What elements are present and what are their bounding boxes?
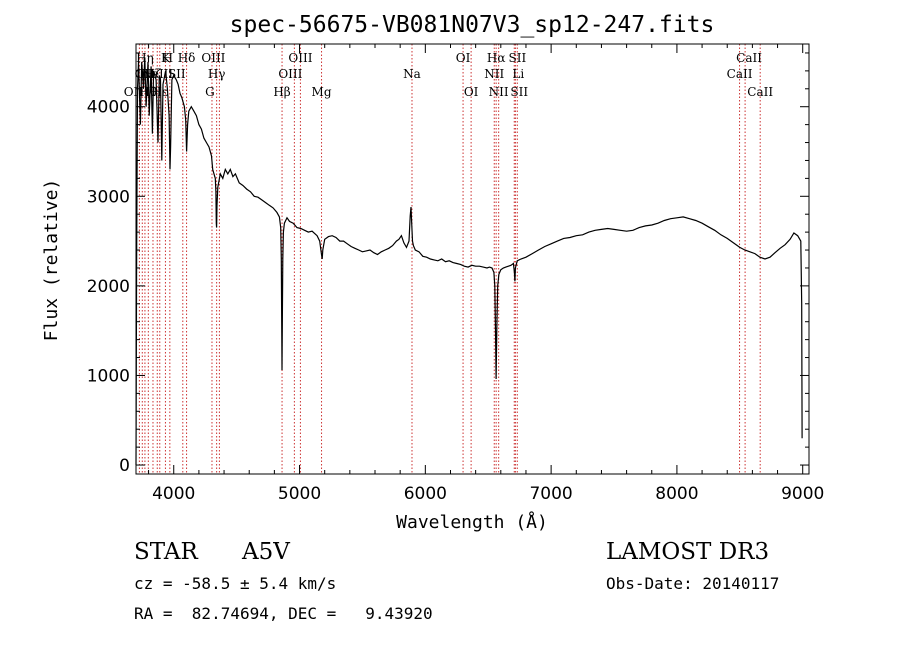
- spectral-line-label: Na: [403, 67, 421, 81]
- redshift-value: cz = -58.5 ± 5.4 km/s: [134, 574, 337, 593]
- spectral-line-label: OIII: [201, 51, 225, 65]
- y-tick-label: 4000: [87, 98, 130, 118]
- spectral-line-label: Hβ: [273, 85, 290, 99]
- spectral-line-label: SII: [510, 85, 528, 99]
- spectral-line-label: OI: [456, 51, 471, 65]
- spectral-line-label: OIII: [288, 51, 312, 65]
- y-tick-label: 3000: [87, 187, 130, 207]
- axis-ticks: 4000 5000 6000 7000 8000 9000 0 1000 2000 3000 400…: [87, 44, 824, 504]
- y-tick-label: 0: [119, 456, 130, 476]
- x-tick-label: 8000: [655, 484, 698, 504]
- sky-coordinates: RA = 82.74694, DEC = 9.43920: [134, 604, 433, 623]
- spectral-line-label: SII: [168, 67, 186, 81]
- spectral-line-label: NeIII: [141, 67, 173, 81]
- spectral-line-label: H: [163, 51, 173, 65]
- spectral-line-label: Hδ: [178, 51, 196, 65]
- x-tick-label: 6000: [404, 484, 447, 504]
- spectral-line-label: Li: [512, 67, 524, 81]
- spectral-line-label: Mg: [312, 85, 332, 99]
- spectral-line-label: Hε: [151, 85, 168, 99]
- spectral-line-label: K: [161, 51, 171, 65]
- spectral-line-label: Hα: [487, 51, 506, 65]
- spectral-line-labels: OIIOIIHηHθHζNeIIIHεKHSIIHδGHγOIIIHβOIIIO…: [124, 51, 774, 99]
- x-tick-label: 5000: [278, 484, 321, 504]
- object-class: STAR: [134, 539, 198, 565]
- spectral-line-label: CaII: [747, 85, 773, 99]
- spectral-subclass: A5V: [242, 539, 290, 565]
- spectral-line-label: OI: [464, 85, 479, 99]
- y-axis-label: Flux (relative): [41, 179, 62, 342]
- spectral-line-label: NII: [484, 67, 504, 81]
- spectral-line-label: SII: [509, 51, 527, 65]
- spectral-line-label: NII: [489, 85, 509, 99]
- x-tick-label: 4000: [152, 484, 195, 504]
- x-tick-label: 7000: [529, 484, 572, 504]
- y-tick-label: 2000: [87, 277, 130, 297]
- observation-date: Obs-Date: 20140117: [606, 574, 780, 593]
- x-axis-label: Wavelength (Å): [396, 511, 548, 533]
- spectral-line-markers: [138, 44, 761, 474]
- spectral-line-label: Hγ: [208, 67, 226, 81]
- y-tick-label: 1000: [87, 366, 130, 386]
- x-tick-label: 9000: [781, 484, 824, 504]
- survey-name: LAMOST DR3: [606, 539, 770, 565]
- spectral-line-label: CaII: [736, 51, 762, 65]
- spectral-line-label: CaII: [727, 67, 753, 81]
- spectral-line-label: OIII: [278, 67, 302, 81]
- chart-title: spec-56675-VB081N07V3_sp12-247.fits: [230, 12, 715, 38]
- flux-series-line: [135, 57, 803, 466]
- spectral-line-label: G: [205, 85, 215, 99]
- plot-frame: [135, 43, 810, 475]
